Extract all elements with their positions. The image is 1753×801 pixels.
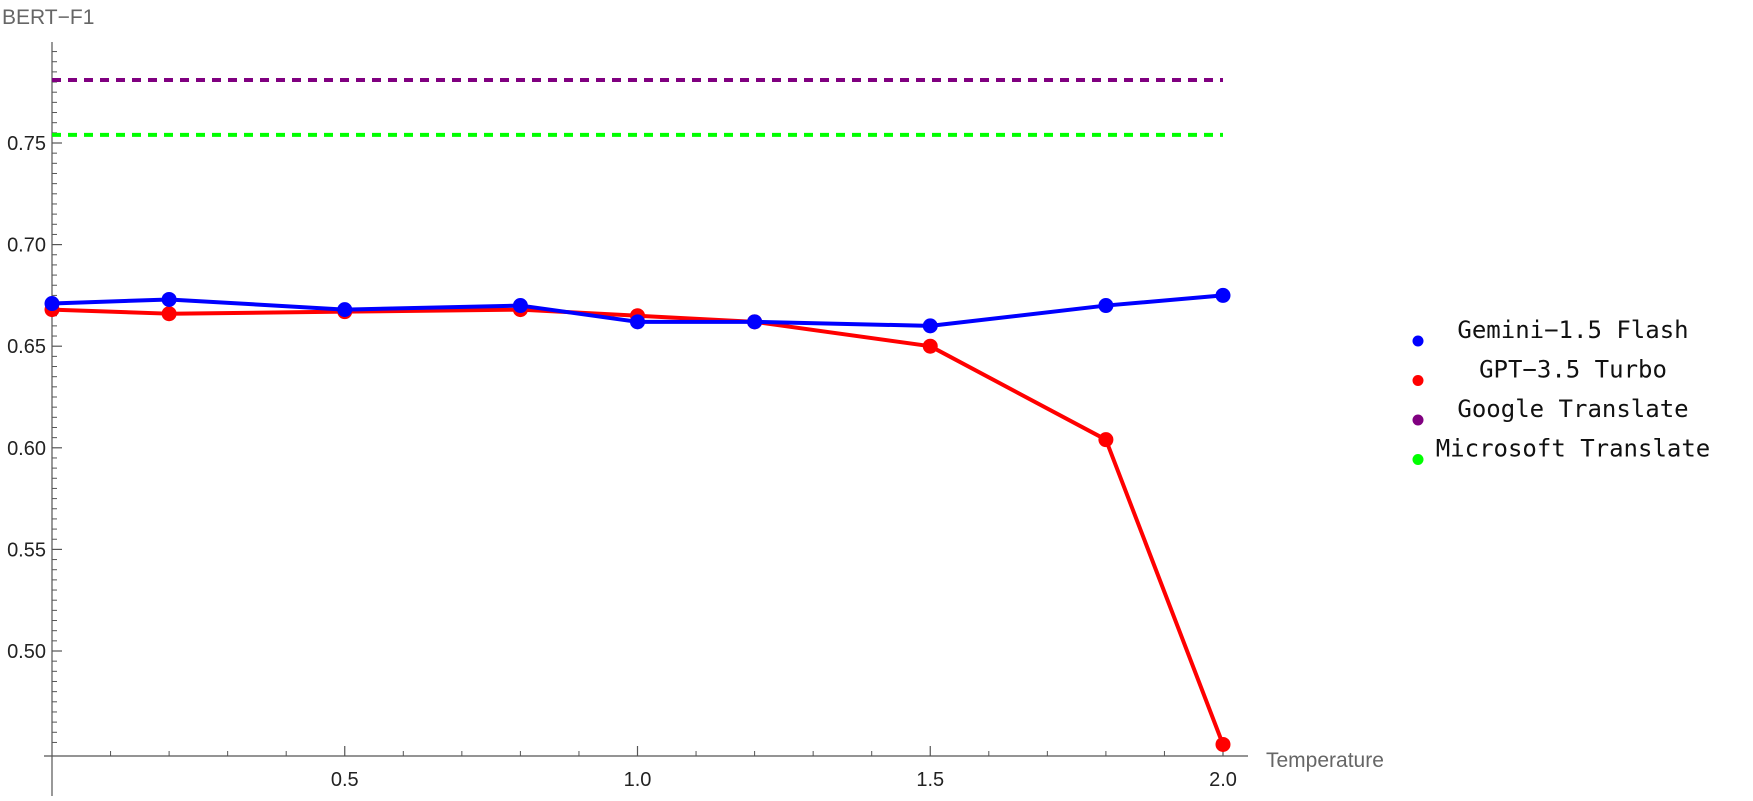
- x-tick-label: 0.5: [331, 769, 359, 791]
- data-point-gpt-3-5-turbo: [1098, 432, 1114, 448]
- legend: Gemini−1.5 Flash GPT−3.5 Turbo Google Tran…: [1412, 316, 1711, 465]
- legend-label-microsoft-translate: Microsoft Translate: [1436, 435, 1711, 463]
- data-point-gemini-1-5-flash: [337, 302, 353, 318]
- x-axis-label: Temperature: [1266, 749, 1384, 772]
- data-point-gemini-1-5-flash: [161, 291, 177, 307]
- legend-item-gemini-1-5-flash: Gemini−1.5 Flash: [1412, 316, 1689, 347]
- x-tick-label: 1.5: [916, 769, 944, 791]
- y-tick-label: 0.65: [7, 336, 46, 358]
- data-point-gemini-1-5-flash: [512, 298, 528, 314]
- x-tick-label: 2.0: [1209, 769, 1237, 791]
- data-point-gemini-1-5-flash: [44, 296, 60, 312]
- legend-label-gpt-3-5-turbo: GPT−3.5 Turbo: [1479, 356, 1667, 384]
- legend-marker-gpt-3-5-turbo: [1412, 375, 1424, 386]
- y-tick-label: 0.75: [7, 133, 46, 155]
- legend-marker-gemini-1-5-flash: [1412, 335, 1424, 347]
- y-tick-label: 0.70: [7, 235, 46, 257]
- data-point-gemini-1-5-flash: [747, 314, 763, 330]
- legend-item-gpt-3-5-turbo: GPT−3.5 Turbo: [1412, 356, 1667, 386]
- legend-label-gemini-1-5-flash: Gemini−1.5 Flash: [1457, 316, 1688, 344]
- y-axis-label: BERT−F1: [2, 6, 94, 29]
- y-tick-label: 0.60: [7, 438, 46, 460]
- data-point-gpt-3-5-turbo: [161, 306, 177, 322]
- data-point-gemini-1-5-flash: [630, 314, 645, 330]
- legend-marker-google-translate: [1412, 414, 1424, 426]
- legend-item-google-translate: Google Translate: [1412, 395, 1689, 426]
- data-point-gemini-1-5-flash: [1215, 287, 1231, 303]
- legend-item-microsoft-translate: Microsoft Translate: [1412, 435, 1711, 465]
- data-point-gpt-3-5-turbo: [922, 338, 938, 354]
- legend-marker-microsoft-translate: [1412, 454, 1424, 465]
- data-point-gemini-1-5-flash: [1098, 298, 1114, 314]
- series-gpt-3-5-turbo: [44, 302, 1231, 752]
- data-point-gemini-1-5-flash: [922, 318, 938, 334]
- y-tick-label: 0.50: [7, 641, 46, 663]
- series-gemini-1-5-flash: [44, 287, 1231, 334]
- y-tick-label: 0.55: [7, 539, 46, 561]
- ticks: 0.50 0.55 0.60 0.65 0.70 0.75 0.5 1.0 1.5 2.0: [7, 51, 1237, 791]
- legend-label-google-translate: Google Translate: [1457, 395, 1688, 423]
- series-line-gpt-3-5-turbo: [51, 307, 1225, 746]
- series-layer: [44, 78, 1231, 752]
- data-point-gpt-3-5-turbo: [1215, 736, 1231, 752]
- x-tick-label: 1.0: [624, 769, 652, 791]
